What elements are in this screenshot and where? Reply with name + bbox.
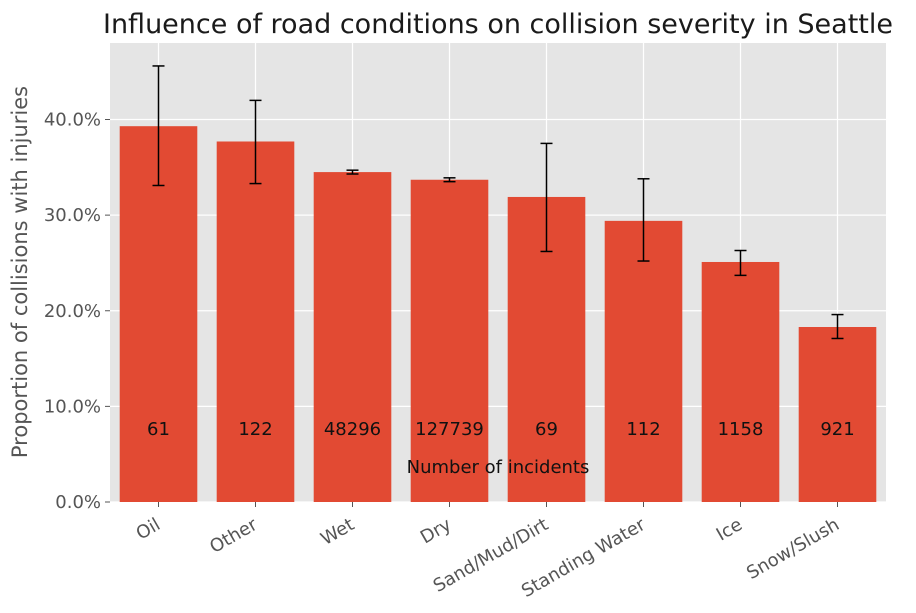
count-labels: 61 122 48296 127739 69 112 1158 921 — [147, 419, 855, 440]
count-label: 69 — [535, 419, 558, 440]
bar — [798, 327, 877, 502]
count-label: 112 — [626, 419, 660, 440]
x-tick-label: Oil — [133, 514, 164, 544]
count-label: 1158 — [718, 419, 764, 440]
y-tick-label: 20.0% — [44, 301, 101, 322]
bar — [701, 261, 780, 502]
x-tick-label: Dry — [417, 514, 455, 548]
count-label: 127739 — [415, 419, 484, 440]
x-tick-label: Ice — [713, 514, 746, 545]
y-axis-label: Proportion of collisions with injuries — [8, 86, 32, 458]
x-tick-label: Snow/Slush — [743, 514, 843, 584]
y-tick-label: 40.0% — [44, 110, 101, 131]
error-bars — [152, 65, 844, 340]
y-tick-label: 10.0% — [44, 396, 101, 417]
x-tick-label: Other — [206, 514, 261, 558]
counts-caption: Number of incidents — [407, 457, 590, 478]
bar — [216, 141, 295, 502]
bar — [604, 220, 683, 503]
count-label: 61 — [147, 419, 170, 440]
y-tick-label: 0.0% — [55, 492, 101, 513]
bar — [410, 179, 489, 502]
count-label: 122 — [238, 419, 272, 440]
bar — [119, 126, 198, 502]
bars — [119, 126, 877, 503]
chart-title: Influence of road conditions on collisio… — [103, 9, 893, 40]
count-label: 921 — [820, 419, 854, 440]
bar — [313, 172, 392, 502]
count-label: 48296 — [324, 419, 381, 440]
y-tick-label: 30.0% — [44, 205, 101, 226]
y-axis-ticks: 0.0% 10.0% 20.0% 30.0% 40.0% — [44, 110, 110, 513]
x-tick-label: Wet — [317, 514, 358, 550]
